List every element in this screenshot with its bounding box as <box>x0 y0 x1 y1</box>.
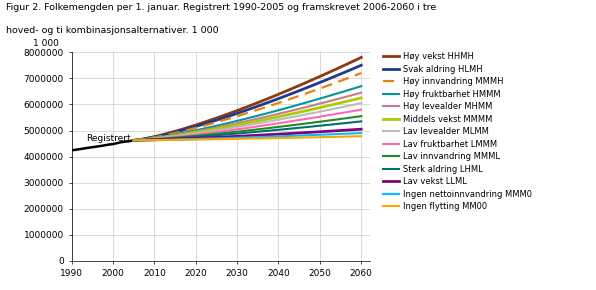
Text: Figur 2. Folkemengden per 1. januar. Registrert 1990-2005 og framskrevet 2006-20: Figur 2. Folkemengden per 1. januar. Reg… <box>6 3 436 12</box>
Text: 1 000: 1 000 <box>33 39 58 48</box>
Text: hoved- og ti kombinasjonsalternativer. 1 000: hoved- og ti kombinasjonsalternativer. 1… <box>6 26 219 35</box>
Legend: Høy vekst HHMH, Svak aldring HLMH, Høy innvandring MMMH, Høy fruktbarhet HMMM, H: Høy vekst HHMH, Svak aldring HLMH, Høy i… <box>383 52 532 211</box>
Text: Registrert: Registrert <box>86 134 131 143</box>
